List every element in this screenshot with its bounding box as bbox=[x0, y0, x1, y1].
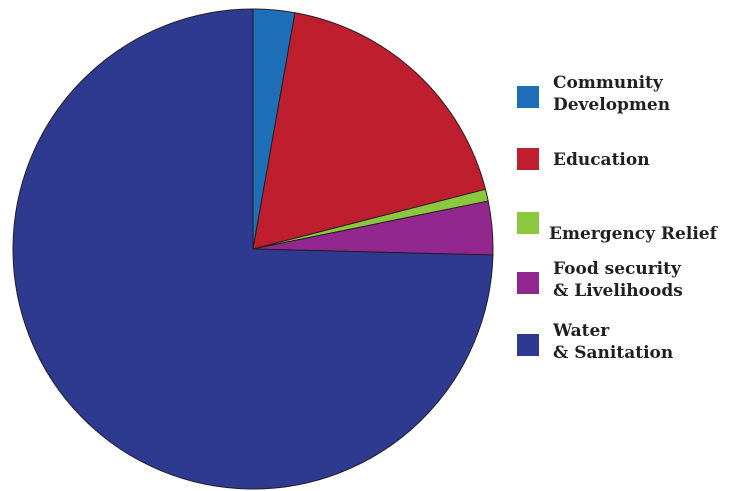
legend-swatch-4 bbox=[517, 334, 539, 356]
legend-label-2-line-0: Emergency Relief bbox=[549, 224, 719, 244]
legend-label-4-line-0: Water bbox=[552, 321, 610, 341]
legend-label-0-line-0: Community bbox=[553, 73, 664, 93]
legend-label-1-line-0: Education bbox=[553, 150, 650, 170]
pie-slice-4 bbox=[12, 8, 494, 490]
legend-swatch-3 bbox=[517, 272, 539, 294]
legend-swatch-0 bbox=[517, 86, 539, 108]
pie-slices bbox=[12, 8, 494, 490]
legend-label-3-line-1: & Livelihoods bbox=[553, 281, 683, 301]
legend-label-0-line-1: Developmen bbox=[553, 95, 670, 115]
pie-slice-1 bbox=[252, 12, 486, 250]
legend-label-3-line-0: Food security bbox=[553, 259, 682, 279]
legend-label-4-line-1: & Sanitation bbox=[553, 343, 673, 363]
legend-swatch-1 bbox=[517, 148, 539, 170]
legend-swatch-2 bbox=[517, 212, 539, 234]
